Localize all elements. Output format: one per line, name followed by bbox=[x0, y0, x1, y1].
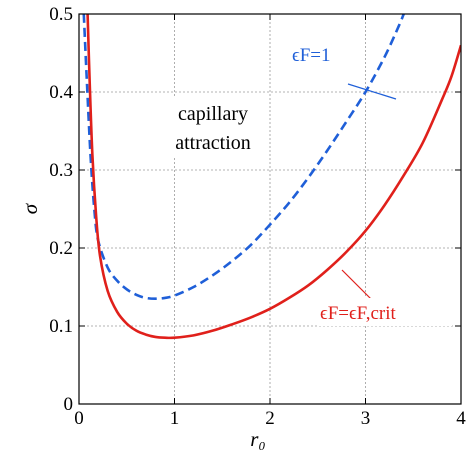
x-tick-label: 2 bbox=[265, 408, 275, 429]
blue-series-leader-line bbox=[347, 83, 397, 100]
blue-series-label-bg bbox=[290, 41, 346, 67]
y-tick-label: 0.3 bbox=[49, 160, 73, 181]
x-tick-label: 3 bbox=[361, 408, 371, 429]
x-tick-label: 4 bbox=[456, 408, 466, 429]
y-tick-label: 0.1 bbox=[49, 316, 73, 337]
blue-series-label: ϵF=1 bbox=[292, 45, 330, 66]
annotation-line-2: attraction bbox=[175, 132, 251, 154]
y-tick-label: 0.4 bbox=[49, 82, 73, 103]
x-axis-title: r₀ bbox=[250, 427, 265, 451]
annotation-line-1: capillary bbox=[178, 103, 248, 125]
ticks: 0 1 2 3 4 0 0.1 0.2 0.3 0.4 0.5 bbox=[49, 4, 466, 429]
y-tick-label: 0.5 bbox=[49, 4, 73, 25]
grid bbox=[79, 14, 461, 404]
x-tick-label: 0 bbox=[74, 408, 84, 429]
series-line-1 bbox=[86, 14, 461, 340]
y-tick-label: 0.2 bbox=[49, 238, 73, 259]
red-series-label: ϵF=ϵF,crit bbox=[320, 303, 396, 324]
y-tick-label: 0 bbox=[64, 394, 74, 415]
x-tick-label: 1 bbox=[170, 408, 180, 429]
red-series-leader-line bbox=[341, 269, 372, 300]
red-series-label-bg bbox=[318, 298, 452, 326]
plot-frame bbox=[78, 13, 462, 405]
y-axis-title: σ bbox=[18, 202, 42, 214]
annotation-background bbox=[158, 98, 268, 158]
series-layer bbox=[82, 14, 461, 340]
